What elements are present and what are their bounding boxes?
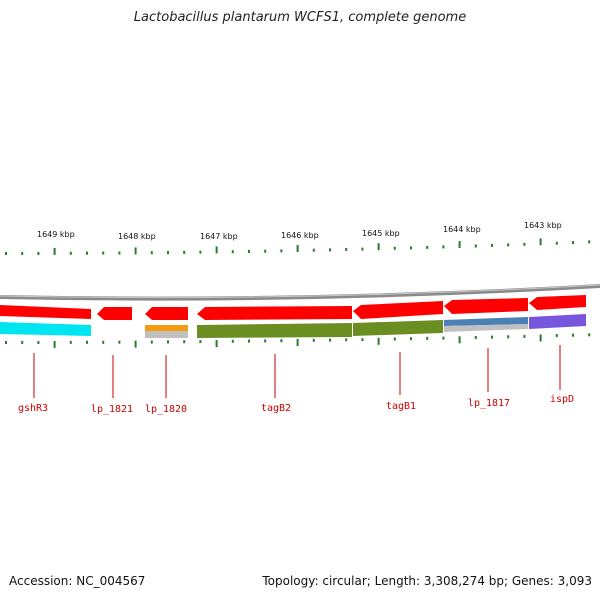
gene-arrow-ispD[interactable] bbox=[529, 295, 586, 310]
scale-ticks-bottom bbox=[5, 333, 591, 348]
gene-arrow-tagB1[interactable] bbox=[353, 301, 443, 319]
gene-label-tagB2[interactable]: tagB2 bbox=[261, 403, 291, 414]
gene-label-lp_1821[interactable]: lp_1821 bbox=[91, 404, 133, 415]
label-leaders bbox=[33, 345, 561, 398]
feature-bar-gshR3 bbox=[0, 322, 91, 336]
genome-backbone-highlight bbox=[0, 284, 600, 299]
scale-label-1646: 1646 kbp bbox=[281, 231, 319, 240]
gene-arrow-lp_1817[interactable] bbox=[444, 298, 528, 314]
feature-bar-tagB1 bbox=[353, 320, 443, 336]
gene-label-gshR3[interactable]: gshR3 bbox=[18, 403, 48, 414]
scale-label-1648: 1648 kbp bbox=[118, 232, 156, 241]
feature-bar-lp_1820-top bbox=[145, 325, 188, 331]
feature-bar-tagB2 bbox=[197, 323, 352, 338]
feature-bar-lp_1817-top bbox=[444, 317, 528, 326]
scale-label-1645: 1645 kbp bbox=[362, 229, 400, 238]
feature-bar-lp_1817-bottom bbox=[444, 324, 528, 332]
scale-label-1643: 1643 kbp bbox=[524, 221, 562, 230]
genome-summary-text: Topology: circular; Length: 3,308,274 bp… bbox=[262, 574, 592, 588]
gene-label-lp_1820[interactable]: lp_1820 bbox=[145, 404, 187, 415]
gene-arrow-lp_1821[interactable] bbox=[97, 307, 132, 320]
scale-label-1644: 1644 kbp bbox=[443, 225, 481, 234]
genome-backbone bbox=[0, 284, 600, 301]
scale-label-1649: 1649 kbp bbox=[37, 230, 75, 239]
gene-arrow-tagB2[interactable] bbox=[197, 306, 352, 320]
accession-text: Accession: NC_004567 bbox=[9, 574, 146, 588]
scale-labels: 1649 kbp 1648 kbp 1647 kbp 1646 kbp 1645… bbox=[37, 221, 562, 241]
gene-label-tagB1[interactable]: tagB1 bbox=[386, 401, 416, 412]
scale-label-1647: 1647 kbp bbox=[200, 232, 238, 241]
feature-track bbox=[0, 314, 586, 338]
feature-bar-ispD bbox=[529, 314, 586, 329]
gene-track bbox=[0, 295, 586, 320]
scale-ticks-top bbox=[5, 238, 591, 255]
map-title: Lactobacillus plantarum WCFS1, complete … bbox=[133, 10, 467, 25]
gene-label-ispD[interactable]: ispD bbox=[550, 394, 574, 405]
gene-arrow-lp_1820[interactable] bbox=[145, 307, 188, 320]
gene-arrow-gshR3[interactable] bbox=[0, 305, 91, 319]
feature-bar-lp_1820-bottom bbox=[145, 331, 188, 338]
gene-labels: gshR3 lp_1821 lp_1820 tagB2 tagB1 lp_181… bbox=[18, 394, 574, 415]
gene-label-lp_1817[interactable]: lp_1817 bbox=[468, 398, 510, 409]
